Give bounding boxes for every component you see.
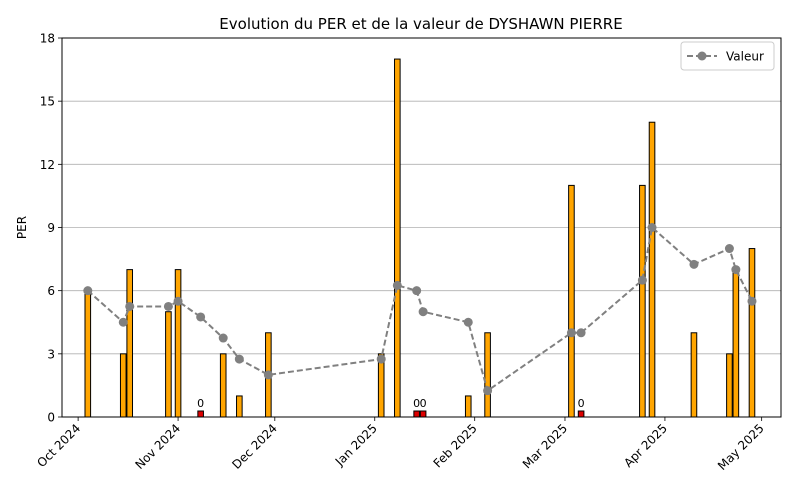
y-axis-label: PER — [15, 216, 29, 239]
valeur-point — [647, 223, 657, 232]
legend-label-valeur: Valeur — [726, 50, 764, 64]
valeur-point — [392, 280, 402, 290]
valeur-point — [566, 328, 576, 338]
bar — [394, 58, 401, 418]
bar — [165, 311, 172, 418]
bar-data-label: 0 — [578, 397, 585, 410]
bar-data-label: 0 — [413, 397, 420, 410]
y-tick-label: 12 — [40, 158, 55, 172]
valeur-point — [173, 296, 183, 306]
y-tick-label: 15 — [40, 95, 55, 109]
valeur-point — [483, 386, 493, 396]
valeur-point — [412, 286, 422, 296]
valeur-point — [724, 244, 734, 254]
valeur-point — [637, 275, 647, 285]
x-tick-label: Apr 2025 — [621, 421, 670, 470]
chart-title: Evolution du PER et de la valeur de DYSH… — [219, 15, 622, 33]
x-tick-label: Oct 2024 — [34, 421, 83, 470]
y-tick-label: 18 — [40, 32, 55, 46]
bar-zero — [197, 410, 204, 418]
bar-series — [84, 58, 756, 418]
bar — [568, 184, 575, 418]
bar — [174, 269, 182, 418]
x-tick-label: Jan 2025 — [332, 421, 380, 469]
valeur-point — [218, 333, 228, 343]
valeur-point — [196, 312, 206, 322]
valeur-point — [263, 370, 273, 380]
bar-zero — [577, 410, 585, 418]
bar — [732, 269, 740, 418]
valeur-point — [689, 259, 699, 269]
legend-box — [680, 41, 775, 71]
x-tick-label: Nov 2024 — [132, 421, 183, 472]
bar — [126, 269, 134, 418]
line-series — [83, 223, 757, 396]
bar — [236, 395, 243, 418]
y-ticks: 0 3 6 9 12 15 18 — [40, 32, 62, 425]
x-tick-label: Mar 2025 — [520, 421, 570, 471]
bar — [690, 332, 698, 418]
valeur-point — [418, 307, 428, 317]
bar-zero — [419, 410, 427, 418]
legend-marker-sample — [697, 51, 707, 61]
bar — [119, 353, 127, 418]
y-tick-label: 9 — [47, 221, 55, 235]
bar — [648, 121, 656, 418]
x-tick-label: May 2025 — [715, 421, 767, 473]
valeur-point — [234, 354, 244, 364]
valeur-point — [576, 328, 586, 338]
y-tick-label: 3 — [47, 347, 55, 361]
bar — [484, 332, 491, 418]
x-tick-label: Feb 2025 — [431, 421, 480, 470]
bar — [464, 395, 472, 418]
x-ticks: Oct 2024 Nov 2024 Dec 2024 Jan 2025 Feb 2025… — [34, 417, 767, 473]
valeur-point — [83, 286, 93, 296]
y-tick-label: 0 — [47, 411, 55, 425]
x-tick-label: Dec 2024 — [229, 421, 280, 472]
bar-data-label: 0 — [420, 397, 427, 410]
legend: Valeur — [680, 41, 775, 71]
bar — [726, 353, 733, 418]
y-tick-label: 6 — [47, 284, 55, 298]
valeur-point — [731, 265, 741, 275]
valeur-point — [747, 296, 757, 306]
valeur-point — [125, 301, 135, 311]
bar — [639, 184, 646, 418]
valeur-point — [118, 317, 128, 327]
bar — [219, 353, 227, 418]
bar-data-label: 0 — [197, 397, 204, 410]
bar — [84, 290, 92, 418]
valeur-point — [163, 301, 173, 311]
bar-zero — [413, 410, 420, 418]
valeur-point — [463, 317, 473, 327]
bar — [748, 248, 756, 418]
valeur-point — [376, 354, 386, 364]
